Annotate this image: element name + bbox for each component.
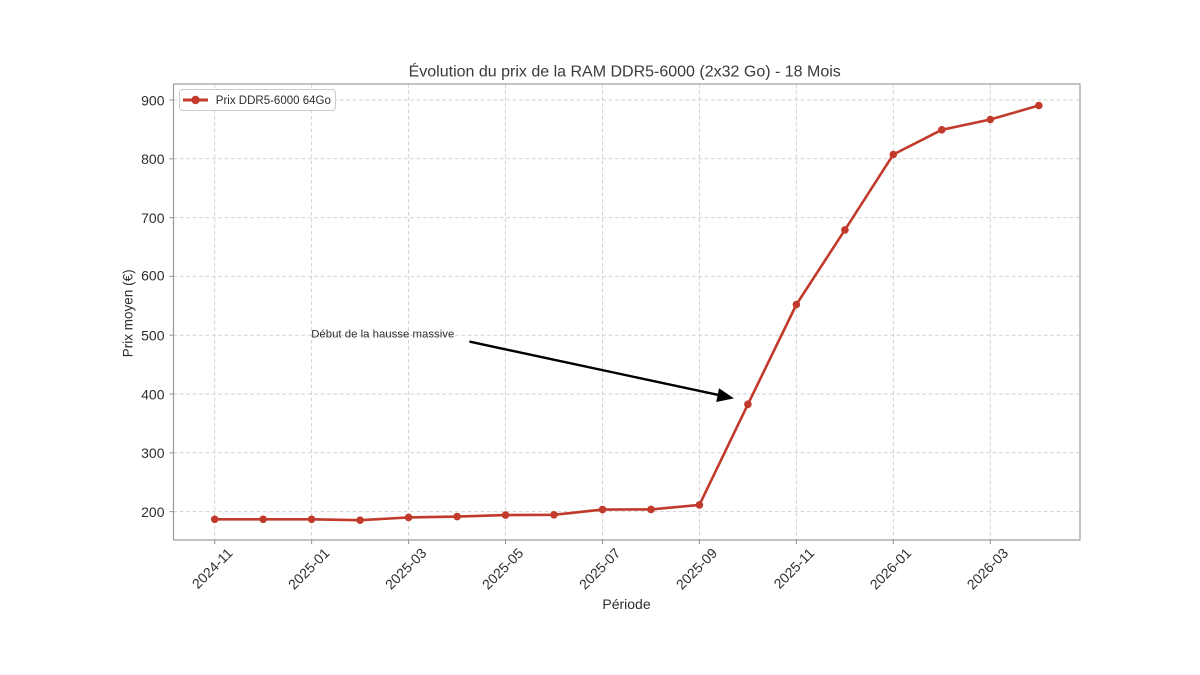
svg-text:500: 500 [141, 328, 165, 344]
svg-text:Prix moyen (€): Prix moyen (€) [120, 269, 135, 357]
svg-text:400: 400 [141, 386, 165, 402]
svg-text:Évolution du prix de la RAM DD: Évolution du prix de la RAM DDR5-6000 (2… [409, 61, 841, 80]
svg-text:700: 700 [141, 210, 165, 226]
svg-text:600: 600 [141, 268, 165, 284]
svg-text:Début de la hausse massive: Début de la hausse massive [311, 328, 454, 340]
svg-text:300: 300 [141, 445, 165, 461]
svg-text:800: 800 [141, 151, 165, 167]
svg-text:Période: Période [602, 596, 650, 612]
svg-text:Prix DDR5-6000 64Go: Prix DDR5-6000 64Go [216, 95, 331, 107]
svg-text:900: 900 [141, 92, 165, 108]
svg-text:200: 200 [141, 504, 165, 520]
